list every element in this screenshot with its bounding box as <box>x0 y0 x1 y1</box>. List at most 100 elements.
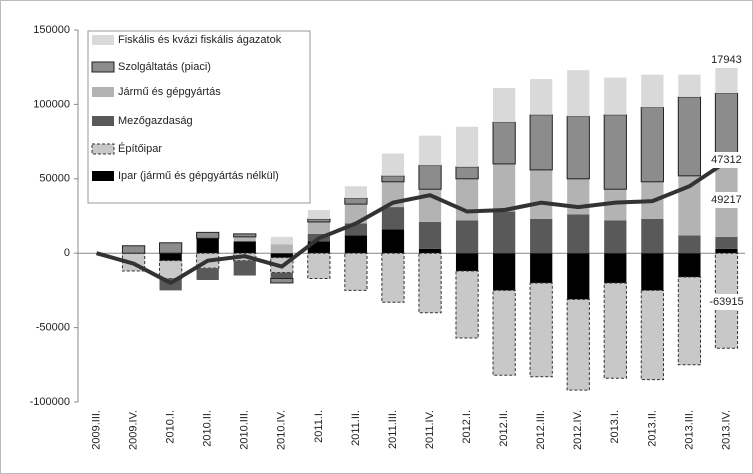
legend-swatch <box>91 61 115 73</box>
bar-segment <box>233 236 256 242</box>
value-label: -63915 <box>709 296 743 308</box>
x-tick-label: 2012.III. <box>535 410 547 450</box>
bar-segment <box>344 235 368 254</box>
bar-segment <box>270 272 293 279</box>
bar-segment <box>529 114 553 171</box>
bar-segment <box>455 270 479 339</box>
legend-label: Mezőgazdaság <box>118 115 193 127</box>
x-tick-label: 2009.IV. <box>127 410 139 450</box>
bar-segment <box>270 277 294 284</box>
x-tick-label: 2011.III. <box>387 410 399 449</box>
total-line <box>95 159 728 286</box>
bar-segment <box>566 115 590 180</box>
bar-segment <box>233 241 256 254</box>
bar-segment <box>530 218 553 254</box>
bar-segment <box>493 88 516 123</box>
legend-swatch <box>92 116 114 126</box>
x-tick-label: 2010.III. <box>239 410 251 450</box>
bar-segment <box>455 166 479 180</box>
bar-segment <box>270 236 293 245</box>
bar-segment <box>715 236 738 249</box>
legend-label: Fiskális és kvázi fiskális ágazatok <box>118 34 282 46</box>
value-label-bg <box>706 294 747 310</box>
bar-segment <box>381 175 405 183</box>
bar-segment <box>307 218 331 223</box>
x-tick-label: 2011.IV. <box>424 410 436 449</box>
bar-segment <box>677 96 702 177</box>
bar-segment <box>196 238 219 254</box>
bar-segment <box>678 235 701 254</box>
bar-segment <box>159 260 183 279</box>
x-tick-label: 2012.II. <box>498 410 510 447</box>
bar-segment <box>530 253 553 283</box>
x-tick-label: 2012.IV. <box>572 410 584 450</box>
legend-box <box>87 30 311 204</box>
bar-segment <box>196 268 219 280</box>
bar-segment <box>566 298 590 391</box>
bar-segment <box>492 289 516 376</box>
legend-label: Szolgáltatás (piaci) <box>118 61 211 73</box>
legend-label: Ipar (jármű és gépgyártás nélkül) <box>118 170 279 182</box>
y-tick-label: 0 <box>64 247 70 259</box>
bar-segment <box>567 178 590 215</box>
y-tick-label: 100000 <box>33 98 70 110</box>
bar-segment <box>641 218 664 254</box>
bar-segment <box>233 260 256 276</box>
value-label: 49217 <box>711 194 742 206</box>
bar-segment <box>233 233 257 238</box>
y-tick-label: 50000 <box>39 173 70 185</box>
bar-segment <box>678 253 701 278</box>
x-tick-label: 2013.II. <box>646 410 658 447</box>
x-tick-label: 2011.II. <box>350 410 362 446</box>
legend-swatch <box>91 143 115 155</box>
bar-segment <box>455 178 479 221</box>
bar-segment <box>678 175 701 236</box>
bar-segment <box>381 207 405 230</box>
legend-label: Építőipar <box>118 142 162 155</box>
y-tick-label: 150000 <box>33 24 70 36</box>
bar-segment <box>677 276 702 366</box>
bar-segment <box>530 169 553 219</box>
bar-segment <box>307 221 330 234</box>
bar-segment <box>159 253 182 261</box>
bar-segment <box>455 253 479 272</box>
x-tick-label: 2010.IV. <box>276 410 288 450</box>
bar-segment <box>492 121 516 165</box>
legend-swatch <box>92 87 114 97</box>
bar-segment <box>418 221 442 249</box>
bar-segment <box>530 79 553 115</box>
bar-segment <box>678 74 701 97</box>
bar-segment <box>455 126 479 167</box>
bar-segment <box>604 189 627 221</box>
value-label-bg <box>706 192 747 208</box>
legend-swatch <box>92 171 114 181</box>
bar-segment <box>567 253 590 300</box>
bar-segment <box>641 253 664 291</box>
x-tick-label: 2013.IV. <box>720 410 732 450</box>
bar-segment <box>381 252 405 303</box>
bar-segment <box>567 214 590 254</box>
bar-segment <box>418 252 442 314</box>
bar-segment <box>159 242 183 254</box>
bar-segment <box>493 253 516 291</box>
value-label: 17943 <box>711 54 742 66</box>
bar-segment <box>455 220 479 254</box>
bar-segment <box>640 106 664 183</box>
bar-segment <box>418 164 442 190</box>
bar-segment <box>344 223 368 236</box>
bar-segment <box>715 66 738 94</box>
bar-segment <box>567 70 590 117</box>
bar-segment <box>307 241 330 254</box>
x-tick-label: 2010.I. <box>165 410 177 444</box>
bar-segment <box>381 153 405 176</box>
bar-segment <box>529 282 553 378</box>
bar-segment <box>121 245 146 254</box>
value-label-bg <box>706 52 747 68</box>
x-tick-label: 2013.III. <box>683 410 695 450</box>
x-tick-label: 2011.I. <box>313 410 325 443</box>
bar-segment <box>715 248 738 254</box>
legend-label: Jármű és gépgyártás <box>118 86 221 98</box>
bar-segment <box>493 211 516 254</box>
bar-segment <box>418 135 442 166</box>
